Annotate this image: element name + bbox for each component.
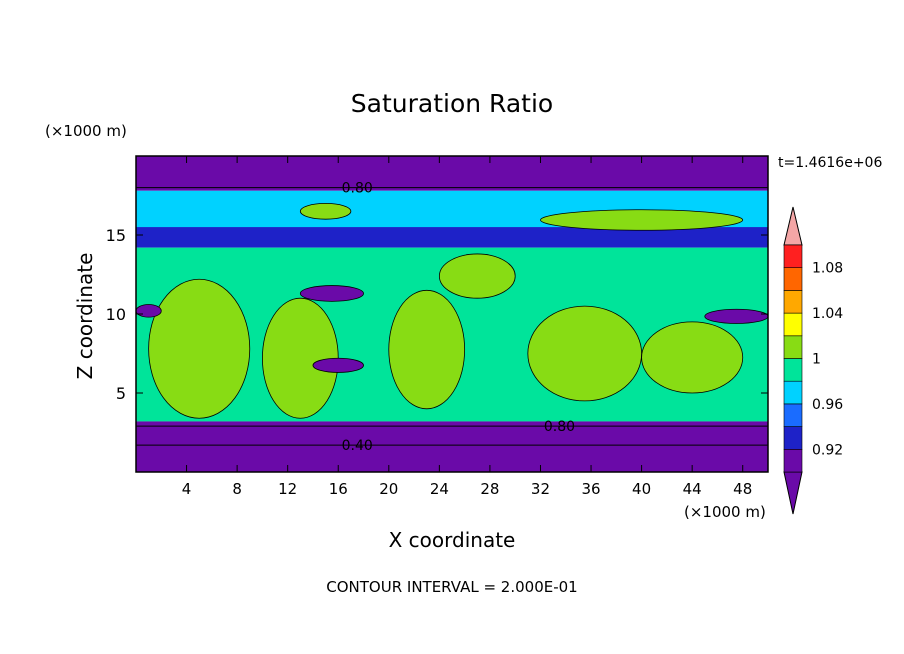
contour-labels: 0.80 0.80 0.40 [342,181,575,455]
contour-patch [641,321,744,394]
colorbar-swatch [783,335,803,359]
colorbar-swatch [783,448,803,473]
contour-patch [299,203,352,220]
colorbar-swatch [783,358,803,382]
contour-patch [388,289,466,410]
contour-patch [262,297,339,419]
x-tick-label: 32 [531,480,550,498]
x-axis-label: X coordinate [389,528,516,552]
x-axis: 4 8 12 16 20 24 28 32 36 40 44 48 [182,156,752,498]
x-tick-label: 12 [278,480,297,498]
x-tick-label: 20 [379,480,398,498]
colorbar-swatch [783,267,803,291]
y-unit-label: (×1000 m) [45,122,127,140]
x-tick-label: 44 [683,480,702,498]
contour-interval-footer: CONTOUR INTERVAL = 2.000E-01 [326,578,577,596]
colorbar-over-triangle [783,206,803,246]
x-tick-label: 8 [232,480,242,498]
x-tick-label: 48 [733,480,752,498]
colorbar-tick-label: 0.96 [812,397,843,413]
contour-patch [438,253,516,299]
contour-label: 0.80 [342,181,373,197]
x-tick-label: 36 [581,480,600,498]
y-axis-label: Z coordinate [73,253,97,380]
colorbar-swatch [783,426,803,450]
contour-label: 0.80 [544,419,575,435]
x-tick-label: 40 [632,480,651,498]
contour-patch [312,357,364,373]
time-label: t=1.4616e+06 [778,155,882,171]
x-tick-label: 16 [329,480,348,498]
contour-band-lower-dry-band [136,421,768,472]
contour-patch [527,305,642,402]
colorbar-tick-label: 1.04 [812,306,843,322]
colorbar-under-triangle [783,471,803,515]
y-tick-label: 15 [106,226,126,245]
contour-band-tropopause-dry-band [136,227,768,248]
x-unit-label: (×1000 m) [684,503,766,521]
contour-patch [299,285,364,302]
colorbar-swatch [783,403,803,427]
y-axis: 5 10 15 [106,226,768,403]
y-tick-label: 5 [116,384,126,403]
colorbar-swatch [783,312,803,337]
contour-band-upper-dry-band [136,156,768,191]
colorbar: 0.92 0.96 1 1.04 1.08 [783,206,843,515]
colorbar-swatch [783,290,803,314]
x-tick-label: 28 [480,480,499,498]
contour-patch [540,209,744,231]
x-tick-label: 24 [430,480,449,498]
y-tick-label: 10 [106,305,126,324]
x-tick-label: 4 [182,480,192,498]
contour-patch [704,308,768,324]
contour-patch [148,278,251,419]
colorbar-tick-label: 1 [812,352,821,368]
contour-label: 0.40 [342,438,373,454]
chart-title: Saturation Ratio [351,89,553,118]
contour-field [136,156,768,472]
colorbar-tick-label: 1.08 [812,261,843,277]
colorbar-swatch [783,380,803,405]
contour-patch [136,304,162,318]
colorbar-swatch [783,244,803,269]
colorbar-tick-label: 0.92 [812,442,843,458]
